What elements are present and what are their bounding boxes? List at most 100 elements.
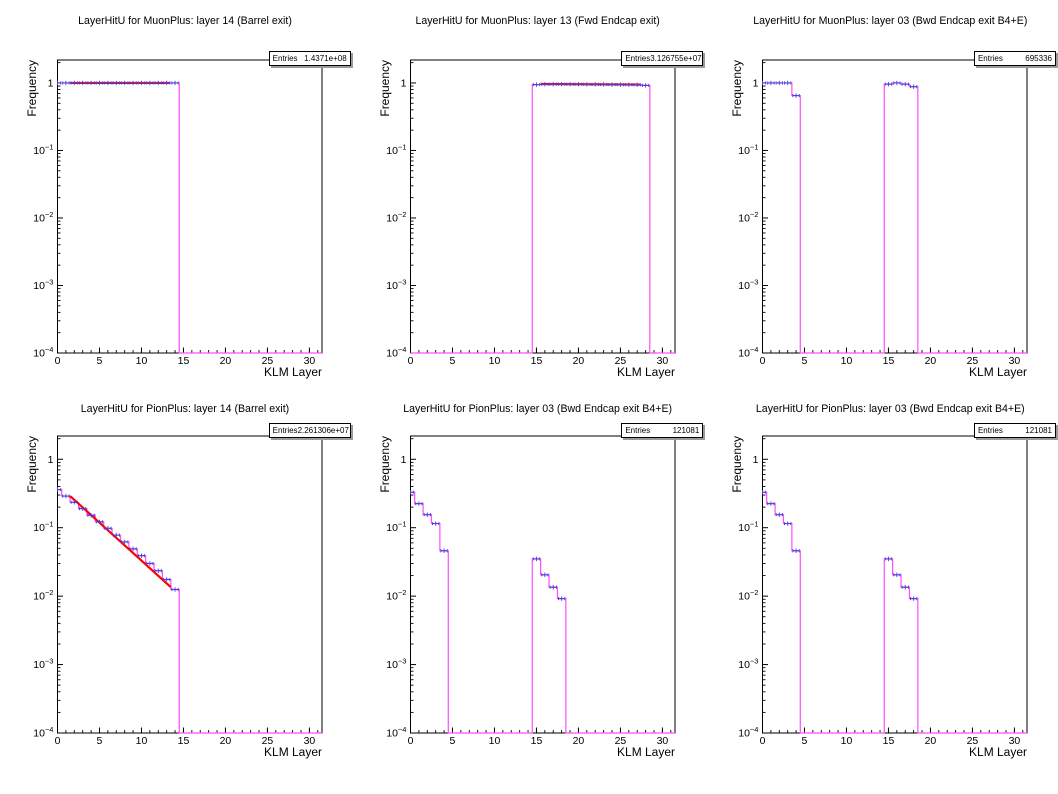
y-tick-label: 10−4: [33, 725, 53, 740]
x-tick-label: 30: [304, 736, 316, 747]
x-tick-label: 25: [614, 356, 626, 367]
plot-frame: [762, 59, 1028, 354]
y-axis-label: Frequency: [730, 436, 744, 493]
x-axis-label: KLM Layer: [969, 745, 1027, 759]
stats-entries-value: 2.261306e+07: [297, 426, 349, 435]
x-tick-label: 20: [220, 736, 232, 747]
x-tick-label: 20: [220, 356, 232, 367]
y-tick-label: 1: [48, 455, 54, 466]
x-tick-label: 10: [136, 356, 148, 367]
stats-box: Entries 695336: [973, 51, 1056, 66]
x-axis-label: KLM Layer: [264, 365, 322, 379]
stats-entries-label: Entries: [977, 54, 1003, 63]
x-tick-label: 0: [55, 356, 61, 367]
stats-entries-value: 695336: [1025, 54, 1052, 63]
x-tick-label: 5: [449, 356, 455, 367]
stats-box: Entries 121081: [621, 423, 704, 438]
plot-frame: [56, 435, 323, 734]
y-axis-label: Frequency: [378, 436, 392, 493]
x-tick-label: 30: [304, 356, 316, 367]
x-tick-label: 10: [488, 736, 500, 747]
x-tick-label: 30: [656, 736, 668, 747]
x-tick-label: 25: [967, 356, 979, 367]
y-tick-label: 10−4: [386, 725, 406, 740]
x-tick-label: 10: [136, 736, 148, 747]
y-tick-label: 10−3: [386, 277, 406, 291]
plot-cell-pionplus-bwd-endcap-1: LayerHitU for PionPlus: layer 03 (Bwd En…: [353, 397, 706, 794]
y-axis-label: Frequency: [730, 60, 744, 117]
y-tick-label: 10−2: [386, 588, 406, 602]
x-tick-label: 5: [97, 736, 103, 747]
plot-title: LayerHitU for PionPlus: layer 14 (Barrel…: [80, 403, 290, 415]
x-tick-label: 0: [407, 736, 413, 747]
y-tick-label: 1: [400, 455, 406, 466]
x-tick-label: 5: [97, 356, 103, 367]
x-tick-label: 15: [178, 736, 190, 747]
y-tick-label: 10−2: [33, 210, 53, 224]
histogram-line: [57, 82, 322, 354]
plot-title: LayerHitU for MuonPlus: layer 14 (Barrel…: [78, 15, 292, 27]
y-tick-label: 10−3: [739, 657, 759, 671]
plot-canvas: 0 5 10 15 20 25 30 1 10−1 10−2 10−3 10−4 KLM Layer Fr…: [730, 435, 1028, 759]
plot-cell-muonplus-fwd-endcap: LayerHitU for MuonPlus: layer 13 (Fwd En…: [353, 0, 706, 397]
plot-cell-pionplus-bwd-endcap-2: LayerHitU for PionPlus: layer 03 (Bwd En…: [705, 397, 1058, 794]
y-tick-label: 10−1: [33, 142, 53, 156]
y-tick-label: 10−1: [739, 142, 759, 156]
y-tick-label: 1: [400, 78, 406, 89]
y-tick-label: 1: [48, 78, 54, 89]
y-tick-label: 1: [753, 455, 759, 466]
stats-box: Entries 3.126755e+07: [621, 51, 704, 66]
plot-cell-pionplus-barrel: LayerHitU for PionPlus: layer 14 (Barrel…: [0, 397, 353, 794]
histogram-line: [410, 491, 675, 734]
plot-canvas: 0 5 10 15 20 25 30 1 10−1 10−2 10−3 10−4 KLM Layer Fr…: [730, 59, 1028, 379]
stats-entries-label: Entries: [625, 54, 651, 63]
y-tick-label: 10−1: [386, 142, 406, 156]
histogram-line: [762, 82, 1028, 354]
plot-frame: [409, 59, 676, 354]
x-tick-label: 20: [925, 356, 937, 367]
plot-canvas: 0 5 10 15 20 25 30 1 10−1 10−2 10−3 10−4 KLM Layer Fr…: [378, 59, 676, 379]
x-tick-label: 10: [841, 356, 853, 367]
x-tick-label: 0: [55, 736, 61, 747]
stats-entries-value: 121081: [672, 426, 700, 435]
y-tick-label: 10−3: [739, 277, 759, 291]
plot-title: LayerHitU for MuonPlus: layer 13 (Fwd En…: [415, 15, 660, 27]
x-axis-label: KLM Layer: [617, 745, 675, 759]
x-tick-label: 0: [760, 736, 766, 747]
stats-entries-value: 1.4371e+08: [304, 54, 347, 63]
x-tick-label: 15: [530, 356, 542, 367]
y-tick-label: 10−1: [33, 520, 53, 535]
plot-cell-muonplus-bwd-endcap: LayerHitU for MuonPlus: layer 03 (Bwd En…: [705, 0, 1058, 397]
y-axis-label: Frequency: [378, 60, 392, 117]
plot-frame: [409, 435, 676, 734]
x-tick-label: 25: [262, 356, 274, 367]
x-tick-label: 30: [1009, 356, 1021, 367]
x-axis-label: KLM Layer: [969, 365, 1027, 379]
plot-canvas: 0 5 10 15 20 25 30 1 10−1 10−2 10−3 10−4 KLM Layer Fr…: [25, 435, 323, 759]
x-tick-label: 15: [178, 356, 190, 367]
x-tick-label: 10: [841, 736, 853, 747]
x-tick-label: 5: [802, 736, 808, 747]
y-tick-label: 10−3: [33, 277, 53, 291]
x-tick-label: 15: [883, 356, 895, 367]
x-tick-label: 10: [488, 356, 500, 367]
y-tick-label: 10−2: [386, 210, 406, 224]
x-tick-label: 15: [883, 736, 895, 747]
plot-title: LayerHitU for PionPlus: layer 03 (Bwd En…: [755, 403, 1025, 415]
stats-entries-label: Entries: [272, 54, 298, 63]
histogram-line: [762, 491, 1028, 734]
y-tick-label: 10−2: [739, 210, 759, 224]
plot-cell-muonplus-barrel: LayerHitU for MuonPlus: layer 14 (Barrel…: [0, 0, 353, 397]
x-tick-label: 15: [530, 736, 542, 747]
stats-entries-label: Entries: [625, 426, 651, 435]
histogram-line: [410, 83, 675, 354]
x-tick-label: 0: [407, 356, 413, 367]
x-tick-label: 25: [614, 736, 626, 747]
plot-frame: [56, 59, 323, 354]
y-axis-label: Frequency: [25, 60, 39, 117]
x-tick-label: 25: [262, 736, 274, 747]
stats-box: Entries 121081: [973, 423, 1056, 438]
y-axis-label: Frequency: [25, 436, 39, 493]
x-tick-label: 5: [802, 356, 808, 367]
